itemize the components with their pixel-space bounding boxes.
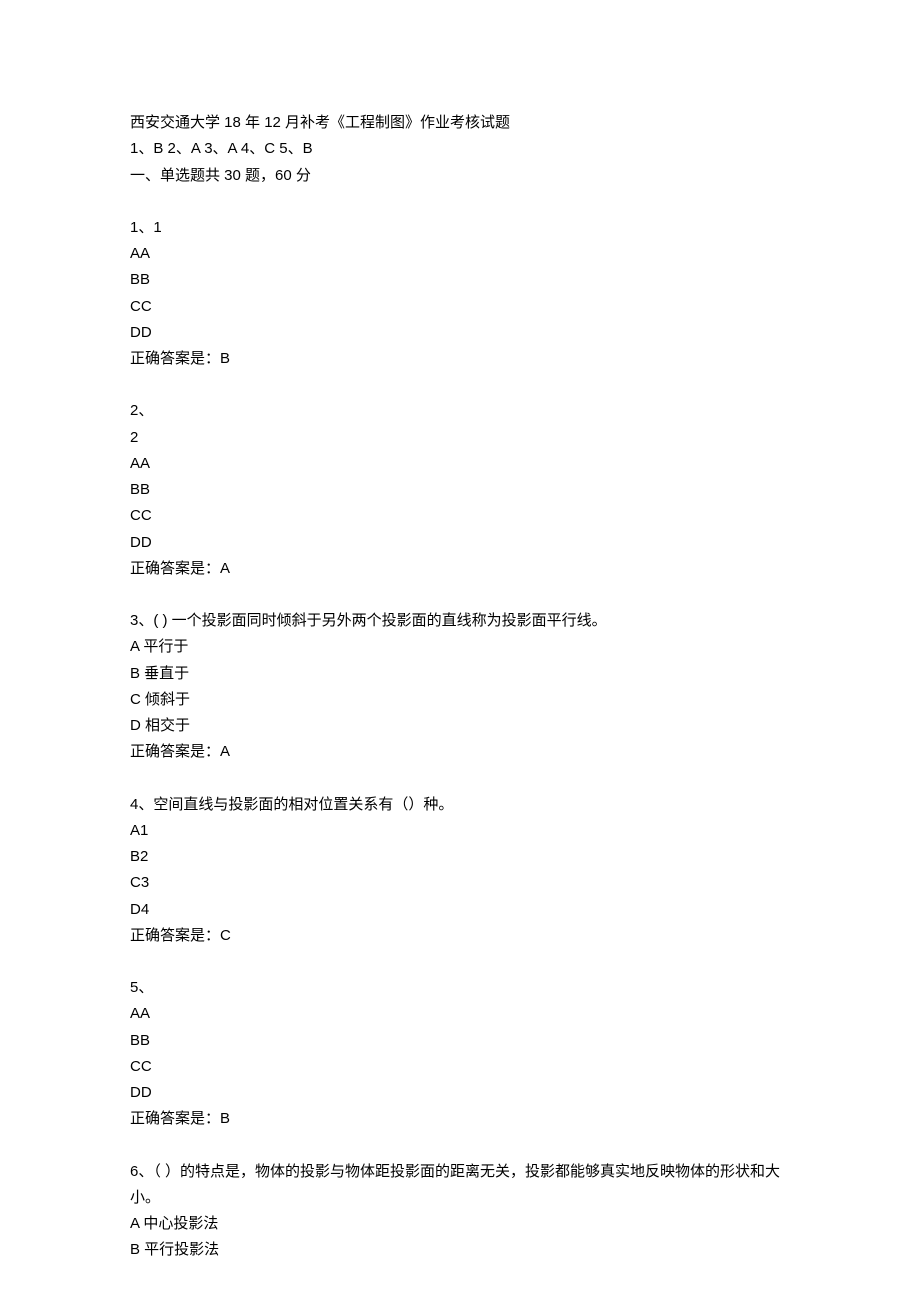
correct-answer: 正确答案是：B: [130, 1106, 790, 1132]
option-d: DD: [130, 530, 790, 556]
option-d: D 相交于: [130, 713, 790, 739]
option-d: DD: [130, 320, 790, 346]
option-b: BB: [130, 477, 790, 503]
question-number: 5、: [130, 975, 790, 1001]
option-d: DD: [130, 1080, 790, 1106]
question-number: 3、( ) 一个投影面同时倾斜于另外两个投影面的直线称为投影面平行线。: [130, 608, 790, 634]
exam-title: 西安交通大学 18 年 12 月补考《工程制图》作业考核试题: [130, 110, 790, 136]
option-b: B 垂直于: [130, 661, 790, 687]
question-5: 5、 AA BB CC DD 正确答案是：B: [130, 975, 790, 1133]
question-2: 2、 2 AA BB CC DD 正确答案是：A: [130, 398, 790, 582]
question-6: 6、（ ）的特点是，物体的投影与物体距投影面的距离无关，投影都能够真实地反映物体…: [130, 1159, 790, 1264]
question-number: 2、: [130, 398, 790, 424]
option-c: C3: [130, 870, 790, 896]
option-c: C 倾斜于: [130, 687, 790, 713]
answer-key-line: 1、B 2、A 3、A 4、C 5、B: [130, 136, 790, 162]
option-c: CC: [130, 1054, 790, 1080]
correct-answer: 正确答案是：C: [130, 923, 790, 949]
option-a: AA: [130, 1001, 790, 1027]
question-3: 3、( ) 一个投影面同时倾斜于另外两个投影面的直线称为投影面平行线。 A 平行…: [130, 608, 790, 766]
option-a: A1: [130, 818, 790, 844]
document-header: 西安交通大学 18 年 12 月补考《工程制图》作业考核试题 1、B 2、A 3…: [130, 110, 790, 189]
option-b: BB: [130, 1028, 790, 1054]
option-a: AA: [130, 451, 790, 477]
correct-answer: 正确答案是：A: [130, 739, 790, 765]
correct-answer: 正确答案是：A: [130, 556, 790, 582]
option-b: BB: [130, 267, 790, 293]
option-a: A 中心投影法: [130, 1211, 790, 1237]
option-a: A 平行于: [130, 634, 790, 660]
question-number: 6、（ ）的特点是，物体的投影与物体距投影面的距离无关，投影都能够真实地反映物体…: [130, 1159, 790, 1212]
question-subtext: 2: [130, 425, 790, 451]
correct-answer: 正确答案是：B: [130, 346, 790, 372]
question-4: 4、空间直线与投影面的相对位置关系有（）种。 A1 B2 C3 D4 正确答案是…: [130, 792, 790, 950]
option-d: D4: [130, 897, 790, 923]
option-c: CC: [130, 294, 790, 320]
section-title: 一、单选题共 30 题，60 分: [130, 163, 790, 189]
option-c: CC: [130, 503, 790, 529]
question-number: 1、1: [130, 215, 790, 241]
question-1: 1、1 AA BB CC DD 正确答案是：B: [130, 215, 790, 373]
option-b: B2: [130, 844, 790, 870]
option-a: AA: [130, 241, 790, 267]
option-b: B 平行投影法: [130, 1237, 790, 1263]
question-number: 4、空间直线与投影面的相对位置关系有（）种。: [130, 792, 790, 818]
